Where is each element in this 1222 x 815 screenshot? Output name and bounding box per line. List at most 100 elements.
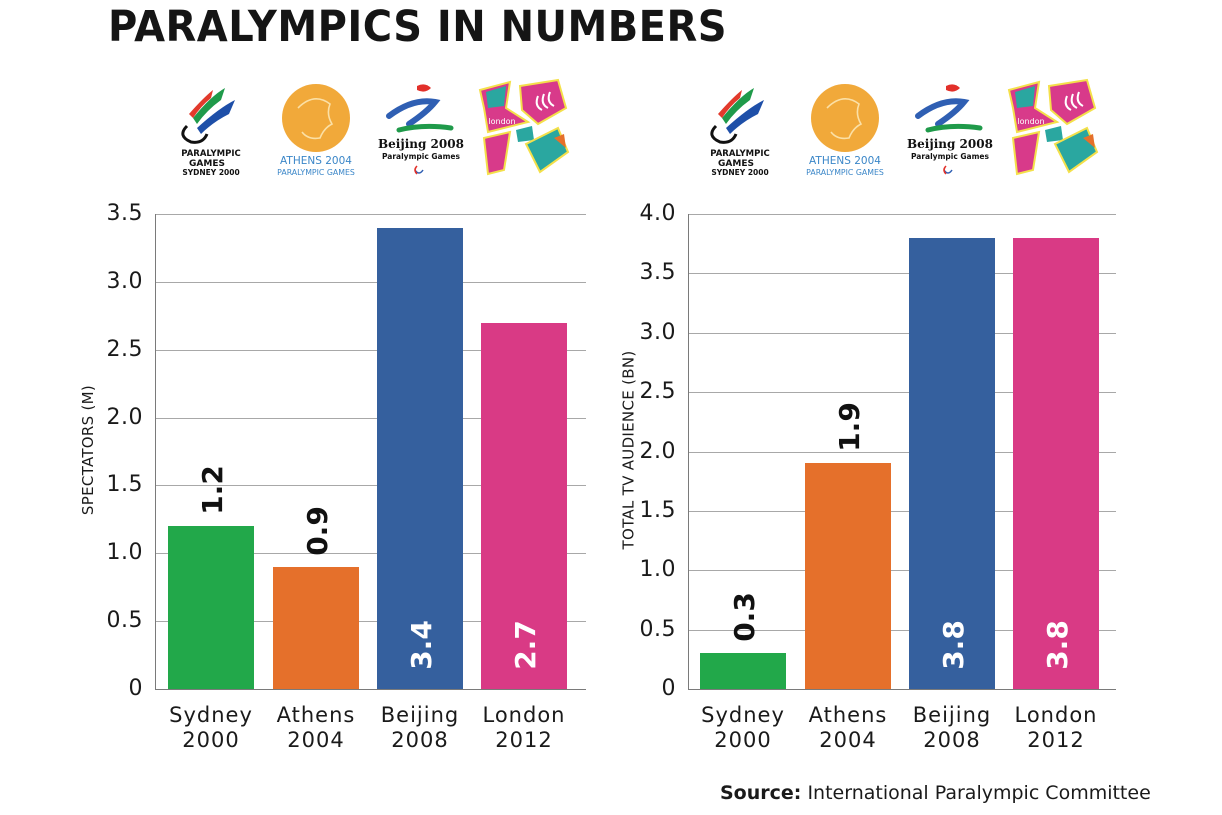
svg-text:SYDNEY 2000: SYDNEY 2000 (182, 168, 239, 177)
x-category-label: Sydney 2000 (688, 703, 798, 753)
bar-value-label: 0.3 (727, 592, 761, 643)
gridline (155, 282, 586, 283)
gridline (155, 553, 586, 554)
gridline (155, 621, 586, 622)
x-category-line: Beijing (912, 703, 992, 727)
x-category-line: 2000 (182, 728, 240, 752)
y-tick-label: 2.0 (106, 405, 143, 430)
svg-text:london: london (488, 117, 515, 126)
y-axis-line (155, 214, 156, 689)
svg-text:Beijing 2008: Beijing 2008 (378, 137, 464, 151)
x-category-line: London (482, 703, 566, 727)
london-2012-logo: london (476, 78, 572, 182)
x-category-line: 2000 (714, 728, 772, 752)
x-category-label: Beijing 2008 (365, 703, 475, 753)
y-tick-label: 0 (661, 676, 676, 701)
x-category-line: Athens (276, 703, 356, 727)
y-tick-label: 3.0 (106, 269, 143, 294)
y-tick-label: 2.5 (106, 337, 143, 362)
sydney-2000-logo: PARALYMPIC GAMES SYDNEY 2000 (692, 78, 788, 182)
athens-2004-logo: ATHENS 2004 PARALYMPIC GAMES (268, 78, 364, 182)
gridline (688, 273, 1116, 274)
gridline (688, 333, 1116, 334)
y-axis-line (688, 214, 689, 689)
x-category-line: 2012 (1027, 728, 1085, 752)
y-tick-label: 0.5 (639, 617, 676, 642)
x-category-line: 2004 (819, 728, 877, 752)
svg-text:PARALYMPIC GAMES: PARALYMPIC GAMES (277, 168, 355, 177)
bar-value-label: 3.8 (936, 620, 970, 670)
sydney-2000-logo: PARALYMPIC GAMES SYDNEY 2000 (163, 78, 259, 182)
y-tick-label: 1.5 (639, 498, 676, 523)
x-category-label: Beijing 2008 (897, 703, 1007, 753)
x-category-line: Beijing (380, 703, 460, 727)
svg-text:SYDNEY 2000: SYDNEY 2000 (711, 168, 768, 177)
y-tick-label: 0.5 (106, 608, 143, 633)
bar-london-2012 (1013, 237, 1099, 689)
y-tick-label: 3.0 (639, 320, 676, 345)
y-tick-label: 0 (128, 676, 143, 701)
gridline (155, 418, 586, 419)
y-tick-label: 4.0 (639, 201, 676, 226)
gridline (688, 452, 1116, 453)
x-category-label: Sydney 2000 (156, 703, 266, 753)
x-category-line: 2008 (391, 728, 449, 752)
beijing-2008-logo: Beijing 2008 Paralympic Games (902, 78, 998, 182)
x-axis-line (155, 689, 586, 690)
x-category-line: 2004 (287, 728, 345, 752)
bar-sydney-2000 (700, 653, 786, 689)
svg-text:london: london (1017, 117, 1044, 126)
svg-text:GAMES: GAMES (718, 159, 754, 169)
bar-beijing-2008 (909, 237, 995, 689)
y-tick-label: 2.0 (639, 439, 676, 464)
y-tick-label: 3.5 (639, 260, 676, 285)
gridline (688, 570, 1116, 571)
source-label: Source: (720, 782, 802, 804)
x-category-line: 2012 (495, 728, 553, 752)
page-title: PARALYMPICS IN NUMBERS (108, 2, 727, 52)
bar-athens-2004 (805, 463, 891, 689)
y-tick-label: 1.0 (106, 540, 143, 565)
svg-text:PARALYMPIC: PARALYMPIC (710, 149, 770, 159)
x-category-line: Athens (808, 703, 888, 727)
x-category-label: Athens 2004 (793, 703, 903, 753)
x-category-line: London (1014, 703, 1098, 727)
beijing-2008-logo: Beijing 2008 Paralympic Games (373, 78, 469, 182)
x-category-line: Sydney (169, 703, 253, 727)
athens-2004-logo: ATHENS 2004 PARALYMPIC GAMES (797, 78, 893, 182)
x-axis-line (688, 689, 1116, 690)
y-axis-title: TOTAL TV AUDIENCE (BN) (619, 350, 637, 550)
source-note: Source: International Paralympic Committ… (720, 782, 1151, 804)
svg-text:Paralympic Games: Paralympic Games (911, 152, 990, 161)
y-tick-label: 3.5 (106, 201, 143, 226)
svg-text:ATHENS 2004: ATHENS 2004 (809, 155, 881, 167)
gridline (688, 630, 1116, 631)
bar-beijing-2008 (377, 227, 463, 689)
svg-text:PARALYMPIC GAMES: PARALYMPIC GAMES (806, 168, 884, 177)
gridline (155, 350, 586, 351)
gridline (688, 214, 1116, 215)
gridline (688, 392, 1116, 393)
x-category-label: London 2012 (1001, 703, 1111, 753)
bar-value-label: 3.8 (1040, 620, 1074, 670)
bar-london-2012 (481, 322, 567, 689)
svg-text:Paralympic Games: Paralympic Games (382, 152, 461, 161)
gridline (688, 511, 1116, 512)
gridline (155, 485, 586, 486)
svg-text:GAMES: GAMES (189, 159, 225, 169)
svg-text:Beijing 2008: Beijing 2008 (907, 137, 993, 151)
y-tick-label: 1.0 (639, 557, 676, 582)
london-2012-logo: london (1005, 78, 1101, 182)
y-tick-label: 2.5 (639, 379, 676, 404)
svg-text:ATHENS 2004: ATHENS 2004 (280, 155, 352, 167)
y-tick-label: 1.5 (106, 472, 143, 497)
bar-sydney-2000 (168, 526, 254, 689)
x-category-line: 2008 (923, 728, 981, 752)
gridline (155, 214, 586, 215)
bar-athens-2004 (273, 566, 359, 689)
x-category-line: Sydney (701, 703, 785, 727)
x-category-label: Athens 2004 (261, 703, 371, 753)
bar-value-label: 1.9 (832, 402, 866, 453)
